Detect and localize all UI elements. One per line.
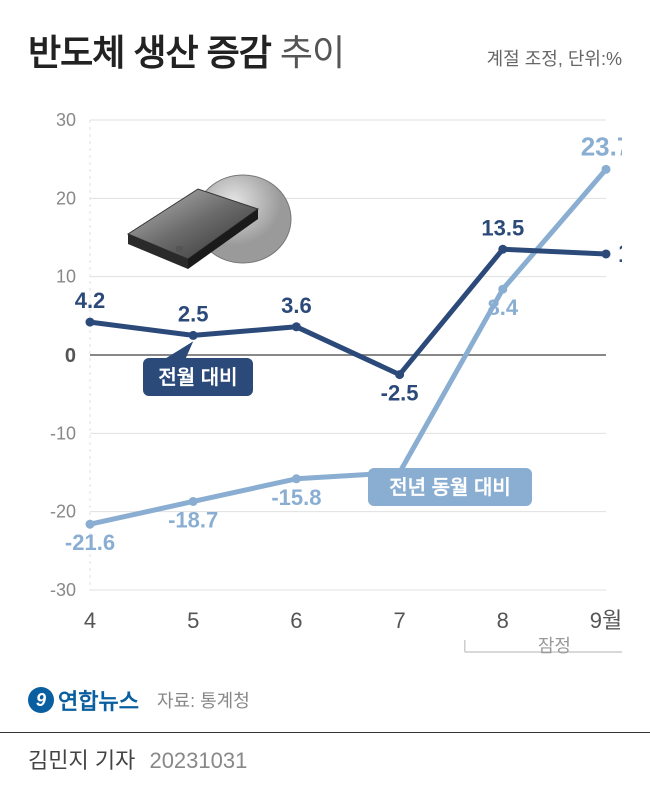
svg-text:13.5: 13.5 [481, 215, 524, 240]
svg-text:전년 동월 대비: 전년 동월 대비 [389, 476, 511, 499]
semiconductor-icon [118, 164, 298, 274]
svg-text:3.6: 3.6 [281, 293, 312, 318]
title-bold: 반도체 생산 증감 [28, 32, 271, 73]
yonhap-logo-text: 연합뉴스 [58, 684, 139, 716]
svg-text:-20: -20 [50, 502, 76, 522]
svg-text:30: 30 [56, 110, 76, 130]
yonhap-logo: 9 연합뉴스 [28, 684, 139, 716]
divider [0, 732, 650, 733]
svg-text:5: 5 [187, 608, 199, 633]
svg-text:6: 6 [290, 608, 302, 633]
svg-text:23.7: 23.7 [581, 131, 622, 161]
svg-text:0: 0 [65, 345, 76, 367]
yonhap-logo-icon: 9 [28, 687, 54, 713]
svg-text:9월: 9월 [590, 608, 622, 633]
svg-text:8: 8 [497, 608, 509, 633]
source-row: 9 연합뉴스 자료: 통계청 [28, 684, 622, 716]
svg-text:12.9: 12.9 [618, 238, 622, 268]
svg-text:-18.7: -18.7 [168, 507, 218, 532]
svg-text:-15.8: -15.8 [271, 485, 321, 510]
svg-text:10: 10 [56, 267, 76, 287]
svg-text:2.5: 2.5 [178, 301, 209, 326]
title-row: 반도체 생산 증감 추이 계절 조정, 단위:% [28, 24, 622, 76]
byline-author: 김민지 기자 [28, 748, 135, 773]
svg-text:-30: -30 [50, 580, 76, 600]
title-light: 추이 [280, 32, 344, 73]
svg-text:잠정: 잠정 [538, 636, 571, 656]
svg-text:-10: -10 [50, 423, 76, 443]
svg-text:4.2: 4.2 [75, 288, 106, 313]
svg-text:-21.6: -21.6 [65, 530, 115, 555]
chart-subtitle: 계절 조정, 단위:% [487, 45, 622, 71]
source-label: 자료: 통계청 [157, 687, 250, 713]
byline: 김민지 기자 20231031 [0, 743, 650, 775]
svg-text:4: 4 [84, 608, 96, 633]
chart-area: -30 -20 -10 10 20 30 0 4 5 6 7 8 9월잠정 -21.6 -18.7 -15.8… [28, 90, 622, 670]
svg-text:7: 7 [393, 608, 405, 633]
svg-text:전월 대비: 전월 대비 [158, 366, 237, 389]
svg-text:8.4: 8.4 [488, 295, 519, 320]
svg-text:-2.5: -2.5 [381, 381, 419, 406]
byline-date: 20231031 [149, 748, 247, 773]
chart-title: 반도체 생산 증감 추이 [28, 24, 344, 76]
svg-text:20: 20 [56, 188, 76, 208]
